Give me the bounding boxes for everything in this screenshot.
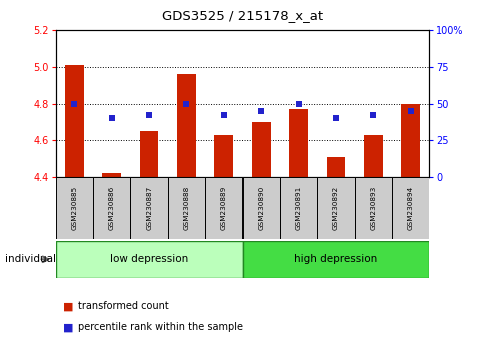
Bar [167, 177, 205, 239]
Bar [93, 177, 130, 239]
Bar [56, 177, 93, 239]
Bar [317, 177, 354, 239]
Text: transformed count: transformed count [77, 301, 168, 311]
Text: GSM230888: GSM230888 [183, 186, 189, 230]
Text: GDS3525 / 215178_x_at: GDS3525 / 215178_x_at [162, 9, 322, 22]
Bar [56, 241, 242, 278]
Bar [363, 135, 382, 177]
Text: GSM230889: GSM230889 [220, 186, 227, 230]
Bar [177, 74, 196, 177]
Text: GSM230892: GSM230892 [332, 186, 338, 230]
Text: GSM230887: GSM230887 [146, 186, 152, 230]
Bar [65, 65, 84, 177]
Text: GSM230890: GSM230890 [257, 186, 264, 230]
Text: GSM230885: GSM230885 [71, 186, 77, 230]
Bar [102, 173, 121, 177]
Bar [242, 177, 279, 239]
Bar [130, 177, 167, 239]
Bar [205, 177, 242, 239]
Text: GSM230894: GSM230894 [407, 186, 413, 230]
Bar [242, 241, 428, 278]
Text: GSM230891: GSM230891 [295, 186, 301, 230]
Text: low depression: low depression [110, 254, 188, 264]
Text: GSM230886: GSM230886 [108, 186, 115, 230]
Bar [288, 109, 307, 177]
Text: individual: individual [5, 254, 56, 264]
Bar [139, 131, 158, 177]
Bar [391, 177, 428, 239]
Bar [326, 157, 345, 177]
Text: ■: ■ [63, 301, 74, 311]
Bar [251, 122, 270, 177]
Text: GSM230893: GSM230893 [369, 186, 376, 230]
Text: percentile rank within the sample: percentile rank within the sample [77, 322, 242, 332]
Text: high depression: high depression [294, 254, 377, 264]
Bar [214, 135, 233, 177]
Bar [354, 177, 391, 239]
Bar [400, 104, 419, 177]
Text: ■: ■ [63, 322, 74, 332]
Bar [279, 177, 317, 239]
